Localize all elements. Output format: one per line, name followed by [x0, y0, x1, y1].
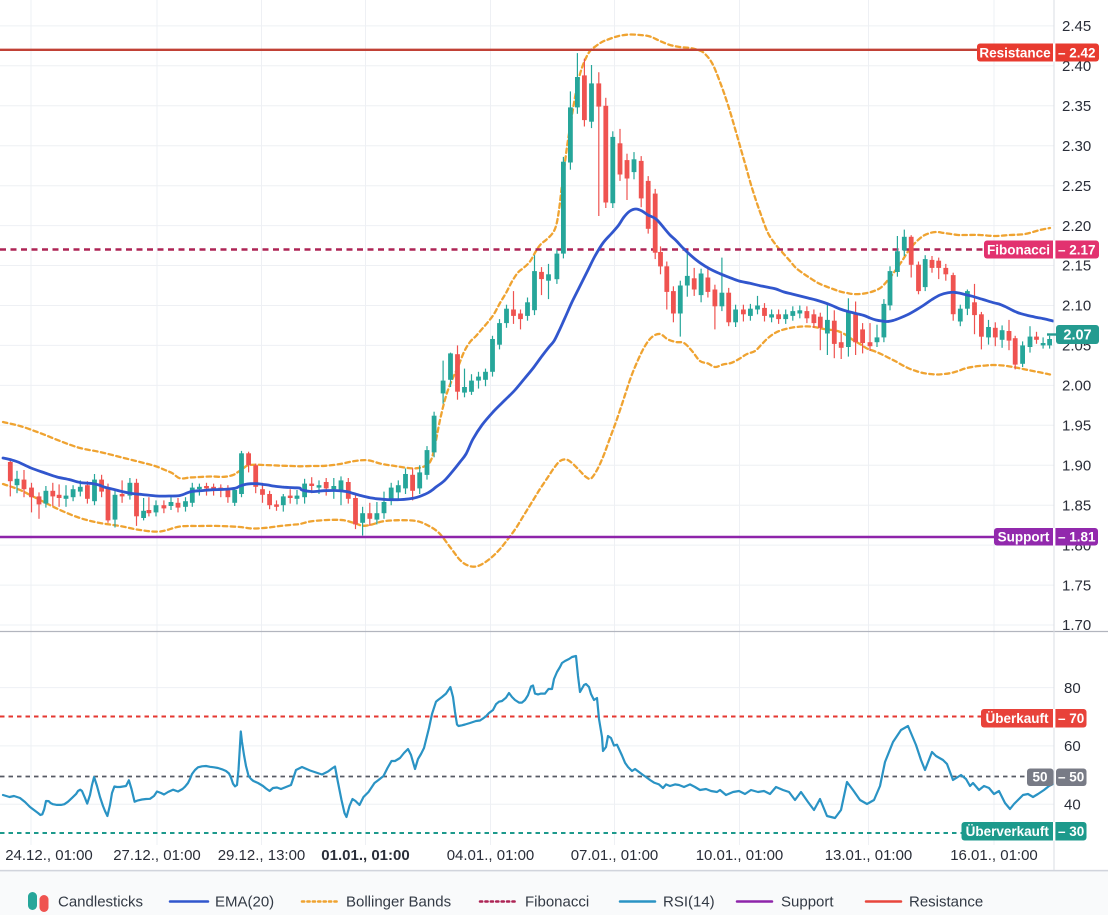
svg-text:27.12., 01:00: 27.12., 01:00	[113, 847, 201, 864]
svg-text:2.40: 2.40	[1062, 58, 1091, 75]
svg-text:Candlesticks: Candlesticks	[58, 894, 143, 911]
svg-text:Fibonacci: Fibonacci	[525, 894, 589, 911]
svg-text:10.01., 01:00: 10.01., 01:00	[696, 847, 784, 864]
svg-text:Support: Support	[998, 530, 1050, 545]
svg-text:1.85: 1.85	[1062, 497, 1091, 514]
svg-text:Fibonacci: Fibonacci	[987, 242, 1050, 257]
svg-text:– 50: – 50	[1058, 770, 1084, 785]
svg-text:– 2.42: – 2.42	[1058, 45, 1096, 60]
svg-text:Support: Support	[781, 894, 834, 911]
svg-text:13.01., 01:00: 13.01., 01:00	[825, 847, 913, 864]
svg-text:60: 60	[1064, 738, 1081, 755]
svg-text:2.00: 2.00	[1062, 378, 1091, 395]
svg-text:RSI(14): RSI(14)	[663, 894, 715, 911]
svg-text:– 70: – 70	[1058, 711, 1084, 726]
svg-text:2.30: 2.30	[1062, 138, 1091, 155]
svg-text:80: 80	[1064, 680, 1081, 697]
svg-text:24.12., 01:00: 24.12., 01:00	[5, 847, 93, 864]
svg-text:07.01., 01:00: 07.01., 01:00	[571, 847, 659, 864]
svg-text:40: 40	[1064, 796, 1081, 813]
svg-text:2.10: 2.10	[1062, 298, 1091, 315]
svg-text:1.75: 1.75	[1062, 577, 1091, 594]
svg-text:1.90: 1.90	[1062, 457, 1091, 474]
svg-text:29.12., 13:00: 29.12., 13:00	[218, 847, 306, 864]
svg-text:EMA(20): EMA(20)	[215, 894, 274, 911]
svg-text:2.25: 2.25	[1062, 178, 1091, 195]
svg-text:1.95: 1.95	[1062, 418, 1091, 435]
svg-text:01.01., 01:00: 01.01., 01:00	[321, 847, 409, 864]
svg-text:Bollinger Bands: Bollinger Bands	[346, 894, 451, 911]
svg-text:2.20: 2.20	[1062, 218, 1091, 235]
svg-text:2.35: 2.35	[1062, 98, 1091, 115]
svg-text:1.70: 1.70	[1062, 617, 1091, 634]
svg-text:2.45: 2.45	[1062, 18, 1091, 35]
svg-text:Resistance: Resistance	[909, 894, 983, 911]
svg-text:– 1.81: – 1.81	[1058, 530, 1096, 545]
svg-text:– 2.17: – 2.17	[1058, 242, 1096, 257]
svg-text:2.07: 2.07	[1063, 328, 1091, 344]
svg-text:50: 50	[1032, 770, 1047, 785]
svg-text:Überverkauft: Überverkauft	[966, 824, 1050, 839]
svg-text:Überkauft: Überkauft	[985, 711, 1049, 726]
svg-text:– 30: – 30	[1058, 824, 1084, 839]
svg-text:16.01., 01:00: 16.01., 01:00	[950, 847, 1038, 864]
svg-text:Resistance: Resistance	[979, 45, 1051, 60]
svg-text:2.15: 2.15	[1062, 258, 1091, 275]
svg-text:04.01., 01:00: 04.01., 01:00	[447, 847, 535, 864]
